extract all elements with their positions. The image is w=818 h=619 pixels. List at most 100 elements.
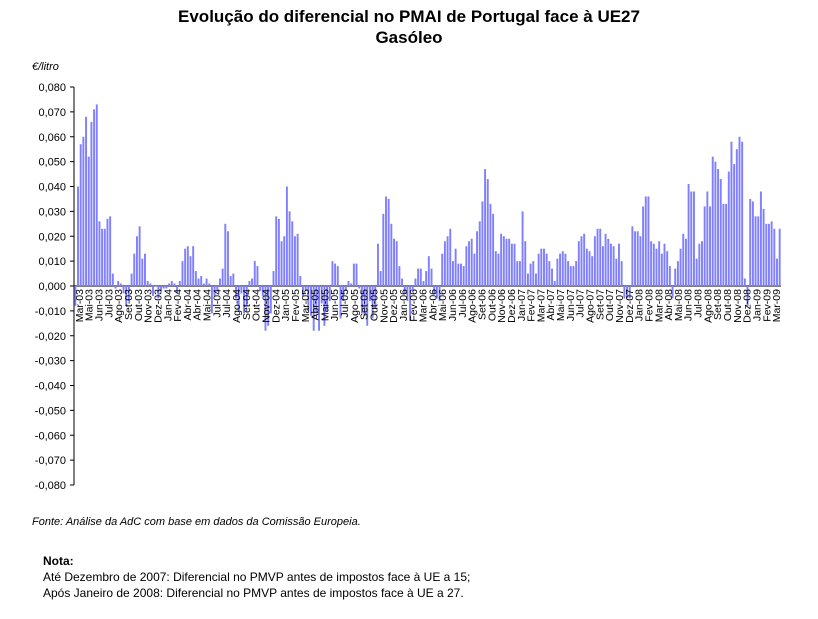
bar bbox=[133, 253, 136, 286]
bar bbox=[202, 283, 205, 286]
bar bbox=[553, 281, 556, 286]
y-tick-label: 0,050 bbox=[38, 157, 66, 169]
bar bbox=[277, 218, 280, 286]
bar bbox=[184, 248, 187, 286]
bar bbox=[371, 286, 374, 319]
bar bbox=[74, 286, 77, 306]
bar bbox=[307, 286, 310, 311]
bar bbox=[154, 286, 157, 287]
bar bbox=[111, 273, 114, 286]
bar bbox=[695, 258, 698, 286]
bar bbox=[668, 266, 671, 286]
bar bbox=[500, 233, 503, 286]
bar bbox=[390, 223, 393, 286]
bar bbox=[205, 278, 208, 286]
bar bbox=[591, 256, 594, 286]
bar bbox=[275, 216, 278, 286]
bar bbox=[358, 286, 361, 289]
bar bbox=[703, 206, 706, 286]
x-tick-label: Set-07 bbox=[594, 289, 606, 320]
x-tick-label: Jul-04 bbox=[221, 289, 233, 318]
x-tick-label: Jul-05 bbox=[339, 289, 351, 318]
bar bbox=[425, 271, 428, 286]
bar bbox=[127, 286, 130, 301]
bar bbox=[443, 241, 446, 286]
bar bbox=[682, 233, 685, 286]
bar bbox=[194, 271, 197, 286]
bar bbox=[293, 236, 296, 286]
bar bbox=[368, 286, 371, 301]
bar bbox=[497, 253, 500, 286]
x-tick-label: Ago-03 bbox=[113, 289, 125, 323]
bar bbox=[417, 268, 420, 286]
x-tick-label: Dez-06 bbox=[506, 289, 518, 323]
bar bbox=[122, 286, 125, 294]
bar bbox=[162, 286, 165, 289]
bar bbox=[636, 231, 639, 286]
bar bbox=[508, 238, 511, 286]
bar bbox=[210, 286, 213, 314]
x-tick-label: Out-05 bbox=[368, 289, 380, 321]
bar bbox=[114, 286, 117, 289]
bar bbox=[248, 281, 251, 286]
bar bbox=[178, 281, 181, 286]
x-tick-label: Fev-09 bbox=[761, 289, 773, 322]
bar bbox=[339, 286, 342, 319]
bar bbox=[674, 268, 677, 286]
bar bbox=[224, 223, 227, 286]
note-title: Nota: bbox=[43, 554, 74, 568]
bar bbox=[559, 253, 562, 286]
bar bbox=[323, 286, 326, 326]
bar bbox=[489, 203, 492, 286]
bar bbox=[441, 253, 444, 286]
bar bbox=[253, 261, 256, 287]
x-tick-label: Dez-07 bbox=[624, 289, 636, 323]
bar bbox=[165, 286, 168, 289]
bar bbox=[644, 196, 647, 286]
bar bbox=[599, 228, 602, 286]
bar bbox=[580, 236, 583, 286]
bar bbox=[687, 184, 690, 286]
bar bbox=[749, 198, 752, 286]
bar bbox=[478, 221, 481, 286]
bar bbox=[634, 231, 637, 286]
bar bbox=[684, 238, 687, 286]
bar bbox=[719, 179, 722, 286]
bar bbox=[457, 263, 460, 286]
bar bbox=[446, 236, 449, 286]
bar bbox=[395, 241, 398, 286]
bar bbox=[701, 241, 703, 286]
bar bbox=[435, 286, 438, 299]
chart-title-line-2: Gasóleo bbox=[375, 28, 443, 47]
bar bbox=[149, 283, 152, 286]
x-tick-label: Nov-08 bbox=[732, 289, 744, 323]
x-tick-label: Jan-09 bbox=[751, 289, 763, 321]
bar bbox=[336, 266, 339, 286]
bar bbox=[650, 241, 653, 286]
bar bbox=[652, 243, 655, 286]
bar bbox=[427, 256, 430, 286]
bar bbox=[320, 286, 323, 304]
bar bbox=[741, 141, 744, 286]
bar bbox=[615, 258, 618, 286]
bar bbox=[660, 253, 663, 286]
bar bbox=[735, 149, 738, 286]
bar bbox=[213, 286, 216, 296]
bar bbox=[208, 283, 211, 286]
x-tick-label: Set-03 bbox=[123, 289, 135, 320]
chart-title-line-1: Evolução do diferencial no PMAI de Portu… bbox=[178, 7, 640, 26]
bar bbox=[189, 256, 192, 286]
bar bbox=[366, 286, 369, 326]
bar bbox=[776, 258, 778, 286]
x-tick-label: Abr-04 bbox=[192, 289, 204, 321]
y-tick-label: -0,020 bbox=[35, 331, 66, 343]
bar bbox=[382, 213, 385, 286]
bar bbox=[698, 243, 701, 286]
x-tick-label: Mar-03 bbox=[74, 289, 86, 322]
note-line-1: Até Dezembro de 2007: Diferencial no PMV… bbox=[43, 570, 471, 584]
bar bbox=[200, 276, 203, 286]
x-tick-label: Jan-04 bbox=[162, 289, 174, 321]
x-tick-label: Jul-08 bbox=[693, 289, 705, 318]
bar bbox=[331, 261, 334, 287]
bar bbox=[350, 283, 353, 286]
